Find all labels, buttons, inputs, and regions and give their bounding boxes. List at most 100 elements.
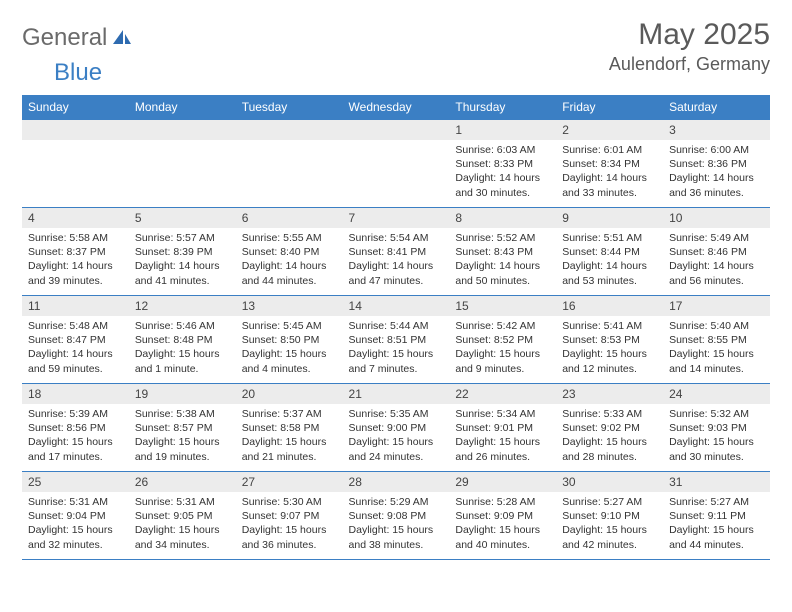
calendar-row: 18Sunrise: 5:39 AMSunset: 8:56 PMDayligh… — [22, 384, 770, 472]
daynum: 22 — [449, 384, 556, 404]
calendar-cell — [129, 120, 236, 208]
day-body: Sunrise: 5:35 AMSunset: 9:00 PMDaylight:… — [343, 404, 450, 468]
weekday-header: Monday — [129, 95, 236, 120]
daynum: 24 — [663, 384, 770, 404]
daynum: 29 — [449, 472, 556, 492]
daynum: 8 — [449, 208, 556, 228]
day-body: Sunrise: 5:32 AMSunset: 9:03 PMDaylight:… — [663, 404, 770, 468]
day-body: Sunrise: 5:39 AMSunset: 8:56 PMDaylight:… — [22, 404, 129, 468]
daynum: 16 — [556, 296, 663, 316]
calendar-cell: 12Sunrise: 5:46 AMSunset: 8:48 PMDayligh… — [129, 296, 236, 384]
day-body: Sunrise: 5:27 AMSunset: 9:10 PMDaylight:… — [556, 492, 663, 556]
calendar-cell: 24Sunrise: 5:32 AMSunset: 9:03 PMDayligh… — [663, 384, 770, 472]
calendar-cell — [22, 120, 129, 208]
calendar-cell: 26Sunrise: 5:31 AMSunset: 9:05 PMDayligh… — [129, 472, 236, 560]
daynum: 21 — [343, 384, 450, 404]
calendar-cell: 27Sunrise: 5:30 AMSunset: 9:07 PMDayligh… — [236, 472, 343, 560]
weekday-header: Thursday — [449, 95, 556, 120]
day-body: Sunrise: 5:40 AMSunset: 8:55 PMDaylight:… — [663, 316, 770, 380]
calendar-cell: 30Sunrise: 5:27 AMSunset: 9:10 PMDayligh… — [556, 472, 663, 560]
weekday-header: Wednesday — [343, 95, 450, 120]
weekday-header: Friday — [556, 95, 663, 120]
weekday-header: Tuesday — [236, 95, 343, 120]
calendar-cell: 14Sunrise: 5:44 AMSunset: 8:51 PMDayligh… — [343, 296, 450, 384]
day-body: Sunrise: 5:31 AMSunset: 9:05 PMDaylight:… — [129, 492, 236, 556]
day-body: Sunrise: 5:30 AMSunset: 9:07 PMDaylight:… — [236, 492, 343, 556]
daynum-empty — [129, 120, 236, 140]
calendar-cell: 28Sunrise: 5:29 AMSunset: 9:08 PMDayligh… — [343, 472, 450, 560]
daynum: 13 — [236, 296, 343, 316]
calendar-cell: 29Sunrise: 5:28 AMSunset: 9:09 PMDayligh… — [449, 472, 556, 560]
daynum: 17 — [663, 296, 770, 316]
logo-text-part2: Blue — [54, 59, 102, 86]
weekday-header-row: SundayMondayTuesdayWednesdayThursdayFrid… — [22, 95, 770, 120]
day-body: Sunrise: 5:57 AMSunset: 8:39 PMDaylight:… — [129, 228, 236, 292]
calendar-cell: 16Sunrise: 5:41 AMSunset: 8:53 PMDayligh… — [556, 296, 663, 384]
daynum: 18 — [22, 384, 129, 404]
day-body: Sunrise: 5:28 AMSunset: 9:09 PMDaylight:… — [449, 492, 556, 556]
day-body: Sunrise: 5:46 AMSunset: 8:48 PMDaylight:… — [129, 316, 236, 380]
weekday-header: Sunday — [22, 95, 129, 120]
daynum: 3 — [663, 120, 770, 140]
daynum: 25 — [22, 472, 129, 492]
calendar-cell: 17Sunrise: 5:40 AMSunset: 8:55 PMDayligh… — [663, 296, 770, 384]
daynum: 2 — [556, 120, 663, 140]
daynum: 12 — [129, 296, 236, 316]
day-body: Sunrise: 6:01 AMSunset: 8:34 PMDaylight:… — [556, 140, 663, 204]
calendar-cell: 21Sunrise: 5:35 AMSunset: 9:00 PMDayligh… — [343, 384, 450, 472]
calendar-row: 1Sunrise: 6:03 AMSunset: 8:33 PMDaylight… — [22, 120, 770, 208]
day-body: Sunrise: 5:54 AMSunset: 8:41 PMDaylight:… — [343, 228, 450, 292]
calendar-cell: 10Sunrise: 5:49 AMSunset: 8:46 PMDayligh… — [663, 208, 770, 296]
day-body: Sunrise: 6:00 AMSunset: 8:36 PMDaylight:… — [663, 140, 770, 204]
day-body: Sunrise: 5:34 AMSunset: 9:01 PMDaylight:… — [449, 404, 556, 468]
day-body: Sunrise: 5:42 AMSunset: 8:52 PMDaylight:… — [449, 316, 556, 380]
calendar-cell: 7Sunrise: 5:54 AMSunset: 8:41 PMDaylight… — [343, 208, 450, 296]
daynum-empty — [236, 120, 343, 140]
calendar-cell: 18Sunrise: 5:39 AMSunset: 8:56 PMDayligh… — [22, 384, 129, 472]
calendar-cell: 8Sunrise: 5:52 AMSunset: 8:43 PMDaylight… — [449, 208, 556, 296]
daynum: 9 — [556, 208, 663, 228]
calendar-cell: 2Sunrise: 6:01 AMSunset: 8:34 PMDaylight… — [556, 120, 663, 208]
calendar-body: 1Sunrise: 6:03 AMSunset: 8:33 PMDaylight… — [22, 120, 770, 560]
daynum: 23 — [556, 384, 663, 404]
logo-sail-icon — [112, 28, 132, 51]
daynum: 5 — [129, 208, 236, 228]
calendar-cell: 13Sunrise: 5:45 AMSunset: 8:50 PMDayligh… — [236, 296, 343, 384]
calendar-cell: 5Sunrise: 5:57 AMSunset: 8:39 PMDaylight… — [129, 208, 236, 296]
daynum: 15 — [449, 296, 556, 316]
day-body: Sunrise: 5:52 AMSunset: 8:43 PMDaylight:… — [449, 228, 556, 292]
daynum: 19 — [129, 384, 236, 404]
day-body: Sunrise: 6:03 AMSunset: 8:33 PMDaylight:… — [449, 140, 556, 204]
calendar-cell — [343, 120, 450, 208]
calendar-cell: 4Sunrise: 5:58 AMSunset: 8:37 PMDaylight… — [22, 208, 129, 296]
daynum: 28 — [343, 472, 450, 492]
calendar-row: 11Sunrise: 5:48 AMSunset: 8:47 PMDayligh… — [22, 296, 770, 384]
day-body: Sunrise: 5:49 AMSunset: 8:46 PMDaylight:… — [663, 228, 770, 292]
daynum: 1 — [449, 120, 556, 140]
daynum-empty — [343, 120, 450, 140]
daynum: 6 — [236, 208, 343, 228]
month-title: May 2025 — [609, 18, 770, 52]
weekday-header: Saturday — [663, 95, 770, 120]
day-body: Sunrise: 5:48 AMSunset: 8:47 PMDaylight:… — [22, 316, 129, 380]
daynum: 11 — [22, 296, 129, 316]
calendar-row: 4Sunrise: 5:58 AMSunset: 8:37 PMDaylight… — [22, 208, 770, 296]
calendar-cell: 9Sunrise: 5:51 AMSunset: 8:44 PMDaylight… — [556, 208, 663, 296]
day-body: Sunrise: 5:44 AMSunset: 8:51 PMDaylight:… — [343, 316, 450, 380]
calendar-cell: 20Sunrise: 5:37 AMSunset: 8:58 PMDayligh… — [236, 384, 343, 472]
logo-text-part1: General — [22, 24, 107, 52]
calendar-cell: 19Sunrise: 5:38 AMSunset: 8:57 PMDayligh… — [129, 384, 236, 472]
daynum: 26 — [129, 472, 236, 492]
day-body: Sunrise: 5:45 AMSunset: 8:50 PMDaylight:… — [236, 316, 343, 380]
calendar-row: 25Sunrise: 5:31 AMSunset: 9:04 PMDayligh… — [22, 472, 770, 560]
daynum: 4 — [22, 208, 129, 228]
daynum: 27 — [236, 472, 343, 492]
calendar-cell: 6Sunrise: 5:55 AMSunset: 8:40 PMDaylight… — [236, 208, 343, 296]
calendar-cell: 31Sunrise: 5:27 AMSunset: 9:11 PMDayligh… — [663, 472, 770, 560]
daynum: 7 — [343, 208, 450, 228]
calendar-cell — [236, 120, 343, 208]
day-body: Sunrise: 5:51 AMSunset: 8:44 PMDaylight:… — [556, 228, 663, 292]
day-body: Sunrise: 5:27 AMSunset: 9:11 PMDaylight:… — [663, 492, 770, 556]
daynum: 30 — [556, 472, 663, 492]
day-body: Sunrise: 5:33 AMSunset: 9:02 PMDaylight:… — [556, 404, 663, 468]
